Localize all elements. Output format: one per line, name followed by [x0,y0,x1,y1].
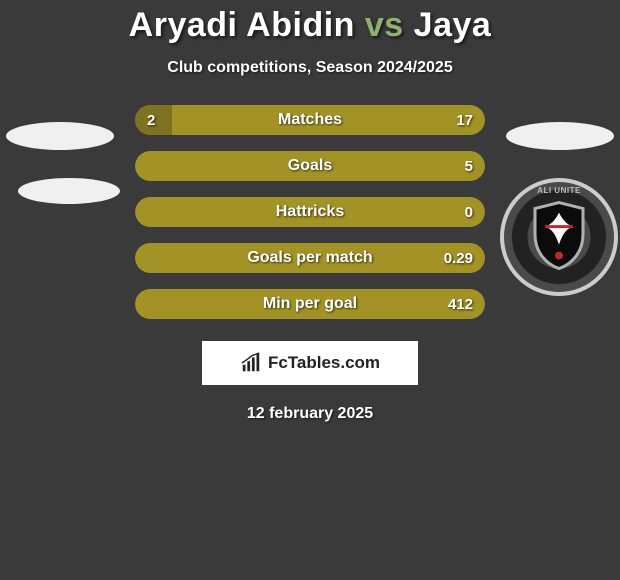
stat-value-left: 2 [147,105,155,135]
stat-label: Goals per match [135,243,485,273]
stat-label: Matches [135,105,485,135]
player2-avatar-placeholder [506,122,614,150]
stat-bar: Hattricks0 [135,197,485,227]
stat-bar: Goals5 [135,151,485,181]
stat-value-right: 0 [465,197,473,227]
player1-avatar-placeholder [6,122,114,150]
stat-bar: Goals per match0.29 [135,243,485,273]
stat-value-right: 412 [448,289,473,319]
date-text: 12 february 2025 [0,405,620,423]
subtitle: Club competitions, Season 2024/2025 [0,59,620,77]
comparison-title: Aryadi Abidin vs Jaya [0,0,620,45]
player1-club-placeholder [18,178,120,204]
player1-name: Aryadi Abidin [129,6,355,44]
brand-box: FcTables.com [202,341,418,385]
player2-name: Jaya [414,6,492,44]
stats-container: Matches2 17 Goals5 Hattricks0 Goals per matc… [135,105,485,319]
brand-text: FcTables.com [268,353,380,373]
stat-value-right: 0.29 [444,243,473,273]
badge-shield-icon [531,201,587,271]
stat-value-right: 5 [465,151,473,181]
badge-ring-text: ALI UNITE [504,186,614,195]
stat-label: Min per goal [135,289,485,319]
stat-label: Hattricks [135,197,485,227]
player2-club-badge: ALI UNITE [500,178,618,296]
brand-chart-icon [240,352,262,374]
stat-value-right: 17 [456,105,473,135]
stat-label: Goals [135,151,485,181]
stat-bar: Matches2 17 [135,105,485,135]
vs-separator: vs [365,6,404,44]
stat-bar: Min per goal412 [135,289,485,319]
